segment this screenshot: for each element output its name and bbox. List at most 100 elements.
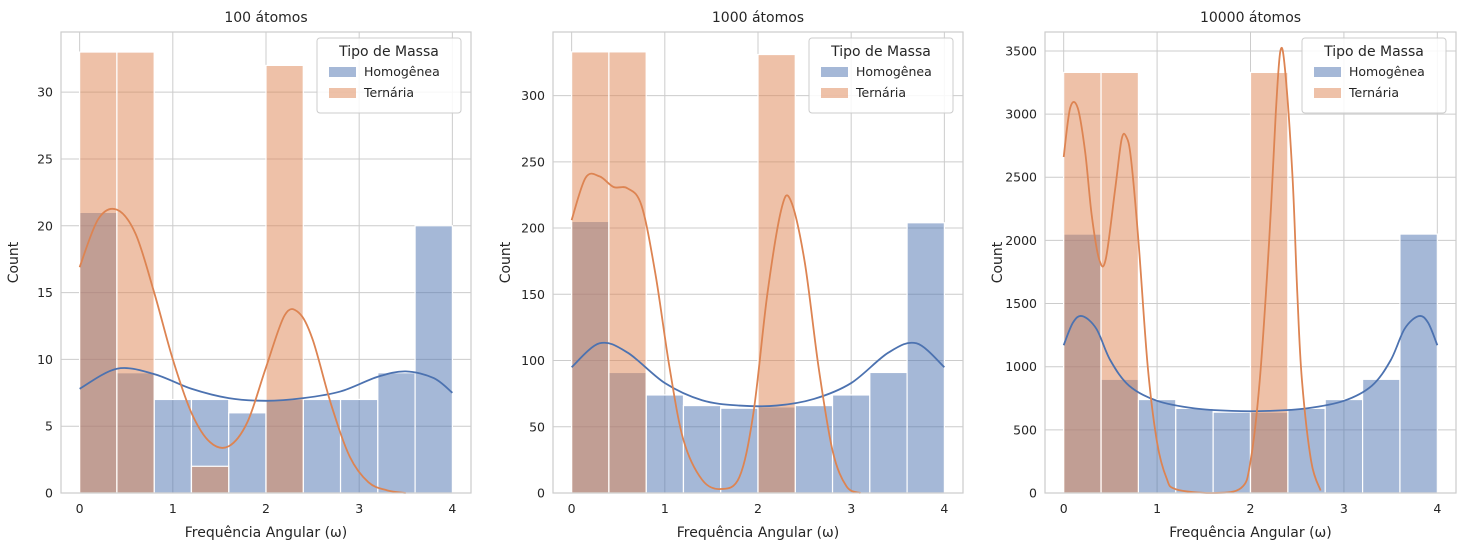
y-tick-label: 100 xyxy=(521,353,545,368)
y-tick-label: 250 xyxy=(521,154,545,169)
y-tick-label: 2500 xyxy=(1005,170,1037,185)
bar-homogenea xyxy=(377,372,416,494)
x-axis-label: Frequência Angular (ω) xyxy=(677,525,840,541)
bar-homogenea xyxy=(869,371,908,494)
x-axis-label: Frequência Angular (ω) xyxy=(1169,525,1332,541)
x-tick-label: 1 xyxy=(169,501,177,516)
y-axis-label: Count xyxy=(498,241,514,283)
legend-entry-homogenea: Homogênea xyxy=(856,64,932,79)
kde-line-homogenea xyxy=(571,341,945,408)
y-tick-label: 1500 xyxy=(1005,296,1037,311)
legend-entry-ternaria: Ternária xyxy=(855,85,906,100)
x-tick-label: 0 xyxy=(1060,501,1068,516)
x-tick-label: 3 xyxy=(355,501,363,516)
kde-line-homogenea xyxy=(1062,315,1439,413)
bar-homogenea xyxy=(414,225,453,494)
legend xyxy=(1301,37,1447,114)
legend-title: Tipo de Massa xyxy=(1323,44,1424,60)
bar-homogenea xyxy=(153,398,193,494)
bar-homogenea xyxy=(1361,378,1401,494)
y-tick-label: 200 xyxy=(521,221,545,236)
legend-swatch-homogenea xyxy=(821,67,848,77)
legend-swatch-homogenea xyxy=(329,67,356,77)
y-tick-label: 3000 xyxy=(1005,107,1037,122)
x-tick-label: 3 xyxy=(847,501,855,516)
subplot-title: 100 átomos xyxy=(224,10,307,26)
y-tick-label: 0 xyxy=(45,486,53,501)
bar-ternaria xyxy=(79,51,118,494)
legend-title: Tipo de Massa xyxy=(338,44,439,60)
x-tick-label: 1 xyxy=(1153,501,1161,516)
legend-title: Tipo de Massa xyxy=(830,44,931,60)
bar-homogenea xyxy=(645,394,685,494)
legend-entry-ternaria: Ternária xyxy=(363,85,414,100)
y-axis-label: Count xyxy=(990,241,1006,283)
x-tick-label: 3 xyxy=(1340,501,1348,516)
legend-swatch-ternaria xyxy=(1314,88,1341,98)
y-tick-label: 50 xyxy=(529,419,545,434)
y-tick-label: 15 xyxy=(37,285,53,300)
kde-line-ternaria xyxy=(78,207,406,494)
legend-entry-ternaria: Ternária xyxy=(1348,85,1399,100)
x-tick-label: 4 xyxy=(1433,501,1441,516)
x-tick-label: 0 xyxy=(568,501,576,516)
plot-area: 0 1 2 3 4 0 50 100 150 200 250 300 xyxy=(521,31,964,516)
bar-homogenea xyxy=(831,394,871,494)
plot-area: 0 1 2 3 4 0 5 10 15 20 25 30 xyxy=(37,31,472,516)
legend-entry-homogenea: Homogênea xyxy=(1349,64,1425,79)
x-tick-label: 0 xyxy=(76,501,84,516)
y-tick-label: 300 xyxy=(521,88,545,103)
legend-swatch-homogenea xyxy=(1314,67,1341,77)
subplot-10000-atomos: 0 1 2 3 4 0 500 1000 1500 2000 2500 3000 3500 10000 á… xyxy=(990,10,1457,541)
subplot-100-atomos: 0 1 2 3 4 0 5 10 15 20 25 30 100 átomos Frequência A… xyxy=(6,10,472,541)
bar-ternaria xyxy=(265,64,304,494)
legend xyxy=(808,37,954,114)
legend xyxy=(316,37,462,114)
subplot-title: 10000 átomos xyxy=(1200,10,1301,26)
bar-homogenea xyxy=(1399,233,1438,494)
axes-frame xyxy=(60,31,472,494)
y-tick-label: 150 xyxy=(521,287,545,302)
bar-ternaria xyxy=(1063,71,1102,494)
plot-area: 0 1 2 3 4 0 500 1000 1500 2000 2500 3000 3500 xyxy=(1005,31,1457,516)
y-tick-label: 20 xyxy=(37,218,53,233)
y-tick-label: 3500 xyxy=(1005,43,1037,58)
y-tick-label: 1000 xyxy=(1005,359,1037,374)
x-tick-label: 2 xyxy=(1247,501,1255,516)
bar-homogenea xyxy=(1175,407,1214,494)
bar-ternaria xyxy=(757,53,796,494)
bar-homogenea xyxy=(1212,411,1252,494)
bar-ternaria xyxy=(1100,71,1140,494)
bar-ternaria xyxy=(1249,71,1289,494)
y-tick-label: 30 xyxy=(37,85,53,100)
kde-line-homogenea xyxy=(79,367,453,402)
bar-homogenea xyxy=(1324,398,1364,494)
bar-ternaria xyxy=(190,465,230,494)
x-tick-label: 2 xyxy=(754,501,762,516)
y-axis-label: Count xyxy=(6,241,22,283)
x-tick-label: 2 xyxy=(262,501,270,516)
kde-line-ternaria xyxy=(570,172,861,494)
legend-swatch-ternaria xyxy=(821,88,848,98)
axes-frame xyxy=(552,31,964,494)
x-tick-label: 4 xyxy=(448,501,456,516)
subplot-1000-atomos: 0 1 2 3 4 0 50 100 150 200 250 300 1000 átomos Frequ… xyxy=(498,10,964,541)
y-tick-label: 500 xyxy=(1013,422,1037,437)
y-tick-label: 5 xyxy=(45,419,53,434)
y-tick-label: 0 xyxy=(537,486,545,501)
bar-ternaria xyxy=(608,51,647,494)
axes-frame xyxy=(1044,31,1457,494)
x-tick-label: 1 xyxy=(661,501,669,516)
y-tick-label: 25 xyxy=(37,151,53,166)
x-axis-label: Frequência Angular (ω) xyxy=(185,525,348,541)
bar-homogenea xyxy=(228,412,267,494)
y-tick-label: 10 xyxy=(37,352,53,367)
kde-line-ternaria xyxy=(1062,46,1322,494)
bar-ternaria xyxy=(571,51,610,494)
y-tick-label: 2000 xyxy=(1005,233,1037,248)
y-tick-label: 0 xyxy=(1029,486,1037,501)
legend-swatch-ternaria xyxy=(329,88,356,98)
x-tick-label: 4 xyxy=(940,501,948,516)
subplot-title: 1000 átomos xyxy=(712,10,804,26)
